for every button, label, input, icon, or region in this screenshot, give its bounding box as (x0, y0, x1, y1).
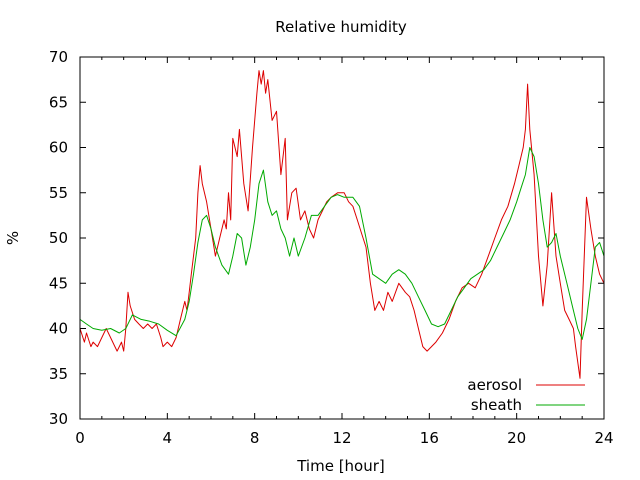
y-tick-label: 65 (49, 93, 68, 111)
x-tick-label: 0 (75, 429, 85, 447)
series-line-aerosol (79, 70, 605, 379)
x-tick-label: 4 (163, 429, 173, 447)
y-axis-label: % (4, 231, 22, 245)
y-tick-label: 35 (49, 365, 68, 383)
x-tick-label: 16 (420, 429, 439, 447)
x-tick-label: 12 (332, 429, 351, 447)
plot-frame (79, 56, 605, 420)
legend: aerosol sheath (467, 376, 585, 414)
chart-title: Relative humidity (275, 18, 407, 36)
y-tick-label: 50 (49, 229, 68, 247)
series-line-sheath (79, 147, 605, 340)
legend-label-sheath: sheath (471, 396, 522, 414)
plot-area: 30 35 40 45 50 55 60 65 70 0 4 8 12 16 20 24 (49, 48, 614, 447)
y-tick-label: 55 (49, 184, 68, 202)
x-tick-label: 24 (594, 429, 613, 447)
y-tick-label: 45 (49, 274, 68, 292)
y-tick-label: 30 (49, 410, 68, 428)
y-tick-label: 70 (49, 48, 68, 66)
x-axis-label: Time [hour] (296, 457, 385, 475)
x-tick-label: 20 (507, 429, 526, 447)
y-tick-label: 40 (49, 320, 68, 338)
x-tick-label: 8 (250, 429, 260, 447)
y-tick-label: 60 (49, 139, 68, 157)
legend-label-aerosol: aerosol (467, 376, 522, 394)
